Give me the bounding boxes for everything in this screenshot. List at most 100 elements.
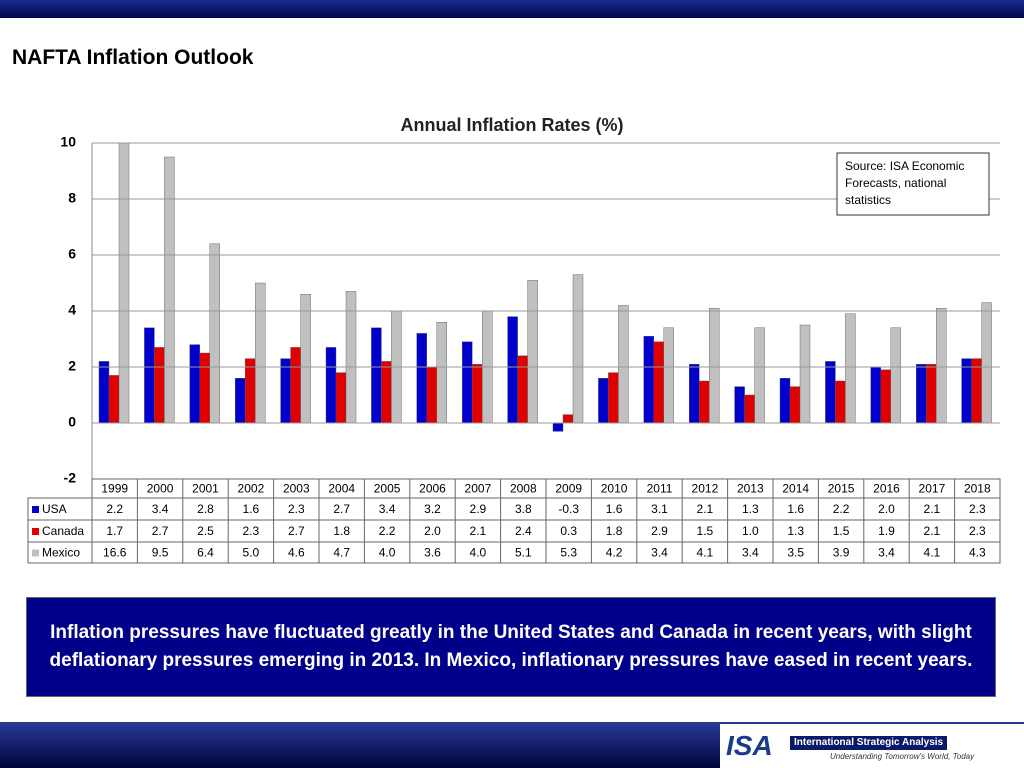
x-tick-label: 2010 [601, 482, 628, 496]
chart: Annual Inflation Rates (%) -2 0 2 4 6 8 10 1999… [27, 115, 1001, 564]
x-tick-label: 2007 [465, 482, 492, 496]
bar [870, 366, 881, 424]
chart-title: Annual Inflation Rates (%) [400, 115, 623, 135]
legend-swatch [32, 506, 39, 513]
bar [436, 322, 447, 424]
x-tick-label: 2005 [374, 482, 401, 496]
table-value: 1.7 [106, 524, 123, 538]
x-tick-label: 2003 [283, 482, 310, 496]
table-value: 4.1 [924, 546, 941, 560]
table-value: 5.3 [560, 546, 577, 560]
legend-label: Mexico [42, 546, 80, 560]
x-tick-label: 2018 [964, 482, 991, 496]
bar [472, 364, 483, 424]
bar [618, 305, 629, 424]
bar [199, 352, 211, 424]
x-tick-label: 2001 [192, 482, 219, 496]
table-value: 1.9 [878, 524, 895, 538]
table-value: 3.8 [515, 502, 532, 516]
bar [552, 422, 564, 432]
bar [416, 333, 427, 424]
table-value: 3.4 [379, 502, 396, 516]
x-tick-label: 2008 [510, 482, 537, 496]
table-value: 2.2 [106, 502, 123, 516]
table-value: 2.1 [697, 502, 714, 516]
annotation-box [836, 152, 990, 216]
table-value: 3.4 [651, 546, 668, 560]
bar [507, 316, 518, 424]
bar [244, 358, 256, 424]
bar [300, 294, 311, 424]
plot-area [98, 143, 992, 432]
x-tick-label: 2006 [419, 482, 446, 496]
bar [572, 274, 584, 424]
y-tick-label: 6 [68, 246, 76, 262]
bar [98, 361, 110, 424]
legend-label: Canada [42, 524, 84, 538]
bar [371, 327, 382, 424]
bar [325, 347, 337, 424]
bar [890, 327, 901, 424]
bar [926, 364, 937, 424]
table-value: 3.5 [787, 546, 804, 560]
annotation-text: Source: ISA Economic Forecasts, national… [845, 159, 965, 207]
legend-swatch [32, 528, 39, 535]
y-tick-label: 10 [60, 134, 76, 150]
bar [961, 358, 972, 424]
table-value: 2.0 [878, 502, 895, 516]
bar [335, 372, 347, 424]
x-tick-label: 2004 [328, 482, 355, 496]
table-value: 1.5 [697, 524, 714, 538]
logo-name: International Strategic Analysis [790, 736, 948, 750]
table-value: 16.6 [103, 546, 127, 560]
bar [653, 341, 664, 424]
table-value: 1.3 [787, 524, 804, 538]
legend-swatch [32, 549, 39, 557]
table-value: 5.1 [515, 546, 532, 560]
bar [835, 380, 846, 424]
table-value: 4.0 [379, 546, 396, 560]
x-tick-label: 1999 [101, 482, 128, 496]
y-tick-label: 2 [68, 358, 76, 374]
bar [916, 364, 927, 424]
table-value: 1.8 [606, 524, 623, 538]
table-value: 3.4 [878, 546, 895, 560]
table-value: 3.4 [742, 546, 759, 560]
x-tick-label: 2014 [782, 482, 809, 496]
table-value: 4.0 [470, 546, 487, 560]
table-value: 2.5 [197, 524, 214, 538]
slide-title: NAFTA Inflation Outlook [12, 46, 254, 69]
table-value: 5.0 [243, 546, 260, 560]
table-value: 3.6 [424, 546, 441, 560]
bar [663, 327, 674, 424]
bar [598, 378, 609, 424]
table-value: 3.4 [152, 502, 169, 516]
bar [118, 143, 130, 424]
bar [280, 358, 291, 424]
bar [144, 327, 155, 424]
x-tick-label: 2012 [692, 482, 719, 496]
bar [209, 243, 221, 424]
bar [789, 386, 801, 424]
table-value: 1.6 [606, 502, 623, 516]
x-tick-label: 2013 [737, 482, 764, 496]
table-value: 2.1 [470, 524, 487, 538]
y-tick-label: 8 [68, 190, 76, 206]
table-value: 2.9 [470, 502, 487, 516]
bar [189, 344, 201, 424]
table-value: -0.3 [558, 502, 579, 516]
summary-box: Inflation pressures have fluctuated grea… [26, 597, 996, 697]
table-value: 3.9 [833, 546, 850, 560]
bar [845, 313, 856, 424]
bar [971, 358, 982, 424]
bar [779, 378, 791, 424]
table-value: 2.8 [197, 502, 214, 516]
x-tick-label: 2015 [828, 482, 855, 496]
y-tick-label: 0 [68, 414, 76, 430]
table-value: 2.9 [651, 524, 668, 538]
table-value: 4.6 [288, 546, 305, 560]
table-value: 2.1 [924, 524, 941, 538]
table-value: 4.1 [697, 546, 714, 560]
bar [290, 347, 301, 424]
